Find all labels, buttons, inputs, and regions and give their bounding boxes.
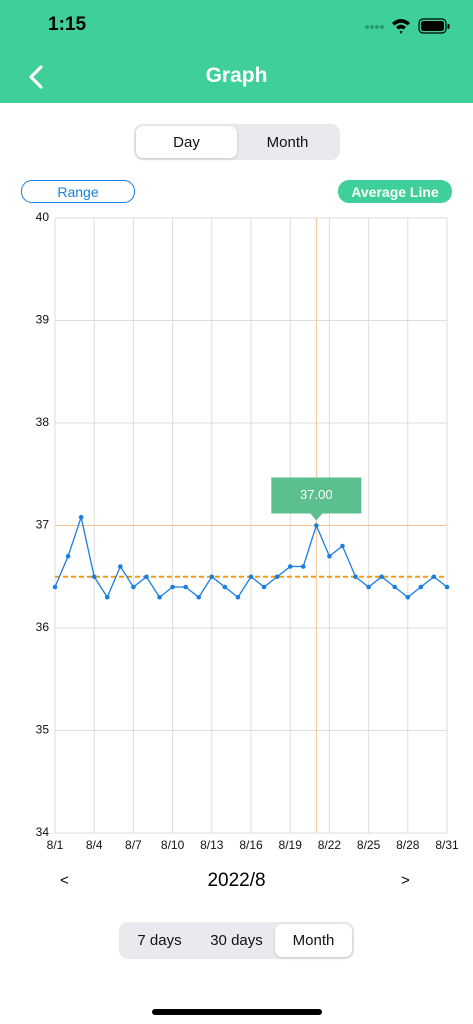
home-indicator (152, 1009, 322, 1015)
data-point (52, 584, 58, 590)
x-tick-label: 8/4 (86, 838, 103, 852)
data-point (78, 515, 84, 520)
data-point (366, 584, 371, 590)
range-tabs: 7 days 30 days Month (119, 922, 354, 959)
data-point (131, 584, 136, 590)
data-point (418, 584, 424, 590)
y-tick-label: 35 (36, 723, 50, 737)
back-button[interactable] (26, 64, 46, 90)
view-tabs: Day Month (134, 124, 340, 160)
data-point (183, 584, 188, 590)
data-point (118, 564, 123, 569)
data-point (196, 594, 202, 600)
data-point (392, 584, 398, 590)
y-tick-label: 40 (36, 210, 50, 224)
header-title: Graph (205, 64, 268, 87)
x-tick-label: 8/1 (47, 838, 64, 852)
data-point (444, 584, 450, 590)
tooltip-box (271, 477, 362, 514)
data-point (248, 574, 254, 580)
y-tick-label: 37 (36, 518, 50, 532)
x-tick-label: 8/31 (435, 838, 459, 852)
data-point (235, 594, 241, 600)
y-tick-label: 36 (36, 620, 50, 634)
x-tick-label: 8/22 (318, 838, 342, 852)
header (0, 0, 473, 103)
average-line-button[interactable]: Average Line (338, 180, 452, 203)
data-point (314, 523, 319, 528)
data-point (157, 594, 162, 600)
data-point (170, 584, 175, 590)
data-point (379, 574, 384, 580)
x-tick-label: 8/25 (357, 838, 381, 852)
data-point (65, 553, 71, 559)
x-tick-label: 8/10 (161, 838, 185, 852)
prev-button[interactable]: < (60, 872, 69, 889)
data-point (144, 574, 149, 580)
data-point (209, 574, 215, 580)
data-point (91, 574, 97, 580)
tooltip-pointer (310, 513, 323, 521)
data-point (274, 574, 280, 580)
data-point (287, 564, 293, 569)
tooltip-label: 37.00 (300, 487, 333, 502)
y-tick-label: 39 (36, 313, 50, 327)
data-point (261, 584, 267, 590)
y-tick-label: 34 (36, 825, 50, 839)
data-point (300, 564, 306, 569)
tab[interactable]: 7 days (137, 932, 182, 949)
data-point (353, 574, 358, 580)
tab[interactable]: 30 days (210, 932, 263, 949)
next-button[interactable]: > (401, 872, 410, 889)
data-point (327, 553, 332, 559)
data-point (431, 574, 437, 580)
x-tick-label: 8/19 (279, 838, 303, 852)
tab[interactable]: Day (136, 126, 237, 158)
status-time: 1:15 (48, 14, 87, 35)
data-point (222, 584, 228, 590)
status-icons (365, 18, 450, 34)
x-tick-label: 8/7 (125, 838, 142, 852)
chart: 34 35 36 37 38 39 40 8/1 8/4 8/7 8/10 8/13 8/16 8/19 8… (36, 210, 459, 852)
x-tick-label: 8/28 (396, 838, 420, 852)
x-tick-label: 8/13 (200, 838, 224, 852)
range-button[interactable]: Range (21, 180, 135, 203)
data-point (405, 594, 411, 600)
tab[interactable]: Month (275, 924, 352, 957)
data-point (340, 543, 345, 549)
period-label: 2022/8 (207, 870, 266, 891)
x-tick-label: 8/16 (239, 838, 263, 852)
tab[interactable]: Month (266, 133, 309, 151)
data-point (104, 594, 110, 600)
y-tick-label: 38 (36, 415, 50, 429)
